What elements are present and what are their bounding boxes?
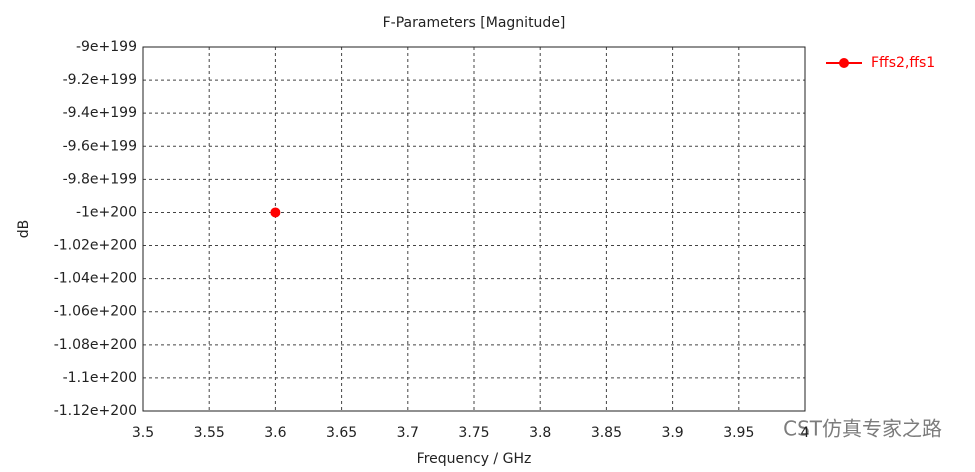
y-tick-label: -1.12e+200 — [54, 403, 137, 419]
x-tick-label: 3.95 — [723, 425, 754, 441]
y-tick-label: -1.1e+200 — [63, 370, 137, 386]
x-tick-label: 3.6 — [264, 425, 286, 441]
y-tick-label: -1.04e+200 — [54, 271, 137, 287]
x-tick-label: 3.7 — [397, 425, 419, 441]
x-tick-label: 3.85 — [591, 425, 622, 441]
plot-frame — [142, 46, 806, 412]
x-tick-label: 3.55 — [194, 425, 225, 441]
x-axis-label: Frequency / GHz — [417, 451, 532, 467]
x-tick-label: 4 — [801, 425, 810, 441]
y-tick-label: -1.02e+200 — [54, 238, 137, 254]
y-tick-label: -1.08e+200 — [54, 337, 137, 353]
y-tick-label: -9.4e+199 — [63, 105, 137, 121]
data-point — [270, 207, 281, 218]
y-tick-label: -9.6e+199 — [63, 138, 137, 154]
x-tick-label: 3.75 — [458, 425, 489, 441]
y-tick-label: -9e+199 — [76, 39, 137, 55]
legend-marker — [839, 58, 849, 68]
watermark: CST仿真专家之路 — [783, 417, 942, 441]
y-axis-label: dB — [16, 220, 32, 239]
legend-label: Fffs2,ffs1 — [871, 55, 935, 71]
x-tick-label: 3.9 — [661, 425, 683, 441]
x-tick-label: 3.5 — [132, 425, 154, 441]
y-tick-label: -9.2e+199 — [63, 72, 137, 88]
x-tick-label: 3.8 — [529, 425, 551, 441]
y-tick-label: -1.06e+200 — [54, 304, 137, 320]
y-tick-label: -1e+200 — [76, 204, 137, 220]
chart-title: F-Parameters [Magnitude] — [383, 15, 566, 31]
y-tick-label: -9.8e+199 — [63, 171, 137, 187]
x-tick-label: 3.65 — [326, 425, 357, 441]
